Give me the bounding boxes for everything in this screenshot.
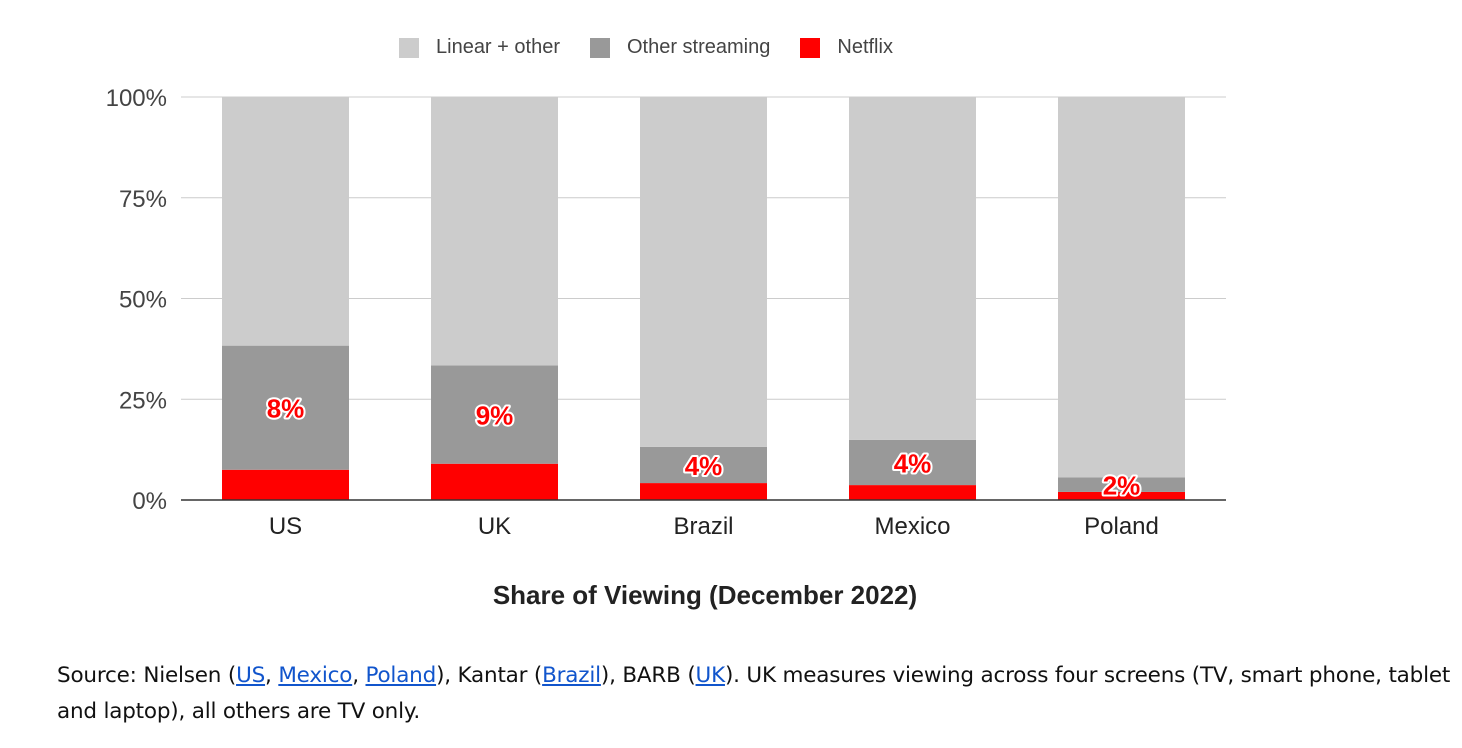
bar-netflix-uk <box>431 463 558 500</box>
legend-swatch-netflix <box>800 37 821 58</box>
legend-label-other-streaming: Other streaming <box>626 36 771 58</box>
x-tick-label: Brazil <box>673 513 733 540</box>
source-mid-1: ), Kantar ( <box>436 663 543 688</box>
source-link-uk[interactable]: UK <box>695 663 726 688</box>
source-sep-2: , <box>352 663 366 688</box>
y-tick-label: 75% <box>119 186 167 213</box>
bar-netflix-poland <box>1058 491 1185 500</box>
stacked-bar-chart: 0% 25% 50% 75% 100% US 8% UK 9% Brazil 4% Mexico 4% P… <box>106 85 1226 540</box>
y-tick-label: 100% <box>106 85 167 112</box>
legend-swatch-linear <box>399 37 419 58</box>
bar-linear-other-brazil <box>640 97 767 447</box>
data-label-netflix-us: 8% <box>267 394 305 424</box>
x-tick-label: UK <box>478 513 511 540</box>
data-label-netflix-mexico: 4% <box>894 449 932 479</box>
bar-other-streaming-mexico <box>849 439 976 486</box>
legend-item-other-streaming: Other streaming <box>589 36 771 59</box>
bar-linear-other-poland <box>1058 97 1185 478</box>
source-suffix: ). UK measures viewing across four scree… <box>57 663 1451 724</box>
source-link-poland[interactable]: Poland <box>365 663 437 688</box>
data-label-netflix-poland: 2% <box>1103 471 1141 501</box>
chart-legend: Linear + other Other streaming Netflix <box>399 36 923 59</box>
bar-other-streaming-brazil <box>640 446 767 484</box>
x-tick-label: Poland <box>1084 513 1159 540</box>
y-tick-label: 25% <box>119 387 167 414</box>
x-tick-label: Mexico <box>874 513 950 540</box>
source-mid-2: ), BARB ( <box>600 663 696 688</box>
data-label-netflix-uk: 9% <box>476 401 514 431</box>
y-tick-label: 0% <box>132 488 167 515</box>
bar-netflix-mexico <box>849 485 976 500</box>
bar-other-streaming-uk <box>431 365 558 464</box>
source-link-mexico[interactable]: Mexico <box>278 663 353 688</box>
data-label-netflix-brazil: 4% <box>685 451 723 481</box>
bar-other-streaming-us <box>222 345 349 470</box>
bar-other-streaming-poland <box>1058 477 1185 492</box>
source-prefix: Source: Nielsen ( <box>57 663 237 688</box>
legend-swatch-other-streaming <box>589 37 610 58</box>
source-sep-1: , <box>265 663 279 688</box>
x-axis-title: Share of Viewing (December 2022) <box>492 580 918 610</box>
bar-linear-other-mexico <box>849 97 976 440</box>
legend-item-linear: Linear + other <box>399 36 560 59</box>
source-note: Source: Nielsen (US, Mexico, Poland), Ka… <box>57 658 1457 730</box>
bar-linear-other-us <box>222 97 349 346</box>
bar-netflix-brazil <box>640 483 767 500</box>
legend-label-netflix: Netflix <box>837 36 893 58</box>
bar-netflix-us <box>222 469 349 500</box>
source-link-brazil[interactable]: Brazil <box>542 663 601 688</box>
x-tick-label: US <box>269 513 302 540</box>
source-link-us[interactable]: US <box>236 663 266 688</box>
bar-linear-other-uk <box>431 97 558 366</box>
y-tick-label: 50% <box>119 287 167 314</box>
legend-label-linear: Linear + other <box>436 36 560 58</box>
legend-item-netflix: Netflix <box>800 36 893 59</box>
